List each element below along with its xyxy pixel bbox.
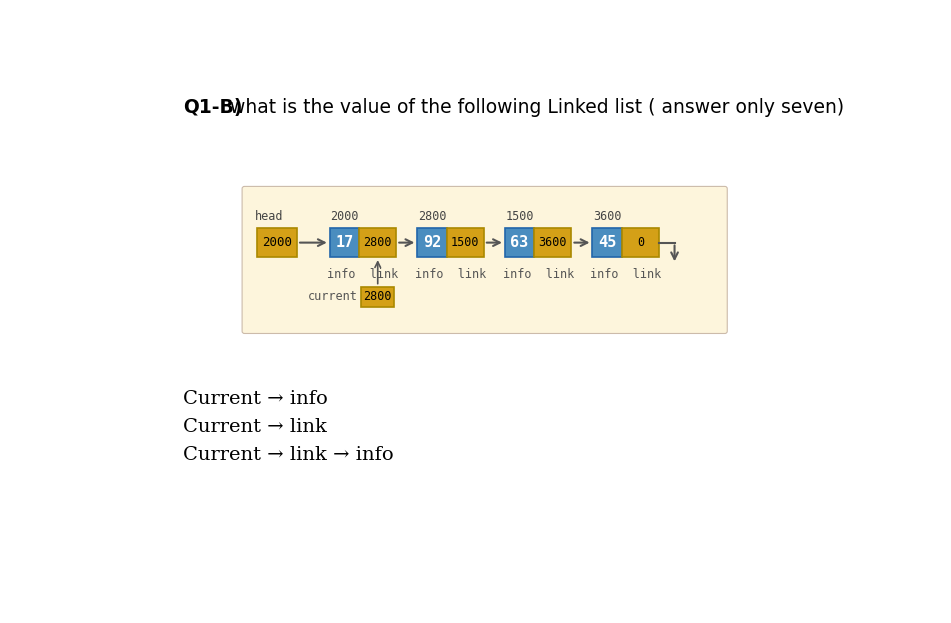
Text: 2000: 2000: [330, 211, 359, 224]
FancyBboxPatch shape: [592, 228, 622, 257]
FancyBboxPatch shape: [330, 228, 359, 257]
FancyBboxPatch shape: [243, 186, 728, 333]
Text: 63: 63: [511, 235, 529, 250]
Text: 92: 92: [423, 235, 441, 250]
Text: info  link: info link: [591, 268, 661, 281]
Text: Q1-B): Q1-B): [184, 98, 243, 117]
Text: info  link: info link: [415, 268, 486, 281]
Text: 2800: 2800: [417, 211, 446, 224]
Text: Current → link → info: Current → link → info: [184, 446, 394, 464]
Text: info  link: info link: [502, 268, 573, 281]
Text: 45: 45: [598, 235, 616, 250]
Text: current: current: [308, 290, 358, 303]
Text: 2800: 2800: [363, 236, 392, 249]
Text: 2000: 2000: [262, 236, 292, 249]
Text: 1500: 1500: [451, 236, 479, 249]
FancyBboxPatch shape: [622, 228, 659, 257]
Text: 17: 17: [336, 235, 354, 250]
Text: 0: 0: [637, 236, 644, 249]
FancyBboxPatch shape: [359, 228, 397, 257]
FancyBboxPatch shape: [361, 287, 394, 307]
FancyBboxPatch shape: [257, 228, 297, 257]
Text: 3600: 3600: [538, 236, 567, 249]
FancyBboxPatch shape: [447, 228, 484, 257]
FancyBboxPatch shape: [417, 228, 447, 257]
Text: what is the value of the following Linked list ( answer only seven): what is the value of the following Linke…: [223, 98, 844, 117]
Text: info  link: info link: [327, 268, 398, 281]
Text: head: head: [255, 211, 283, 224]
FancyBboxPatch shape: [505, 228, 534, 257]
Text: 2800: 2800: [363, 290, 392, 303]
FancyBboxPatch shape: [534, 228, 572, 257]
Text: 3600: 3600: [592, 211, 621, 224]
Text: Current → link: Current → link: [184, 418, 327, 436]
Text: 1500: 1500: [505, 211, 534, 224]
Text: Current → info: Current → info: [184, 391, 328, 409]
